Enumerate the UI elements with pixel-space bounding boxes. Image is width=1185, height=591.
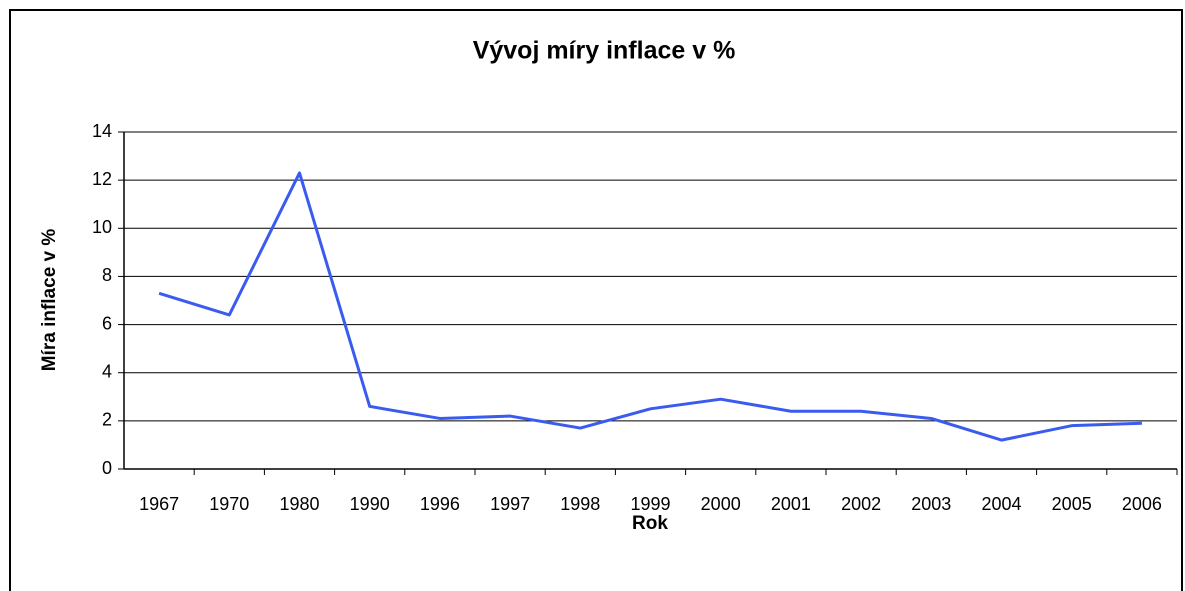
y-tick-label: 10 xyxy=(92,217,112,237)
x-tick-label: 1970 xyxy=(209,494,249,514)
y-tick-label: 8 xyxy=(102,265,112,285)
x-tick-label: 1997 xyxy=(490,494,530,514)
x-tick-label: 2005 xyxy=(1052,494,1092,514)
x-tick-label: 2001 xyxy=(771,494,811,514)
chart-title: Vývoj míry inflace v % xyxy=(473,37,736,65)
x-tick-label: 2003 xyxy=(911,494,951,514)
x-tick-label: 2006 xyxy=(1122,494,1162,514)
chart-frame xyxy=(9,9,1183,591)
x-tick-label: 1980 xyxy=(279,494,319,514)
x-tick-label: 1999 xyxy=(630,494,670,514)
y-tick-label: 12 xyxy=(92,169,112,189)
x-tick-label: 2000 xyxy=(701,494,741,514)
x-tick-label: 1996 xyxy=(420,494,460,514)
x-tick-label: 2002 xyxy=(841,494,881,514)
y-axis-title: Míra inflace v % xyxy=(39,229,60,372)
y-tick-label: 14 xyxy=(92,121,112,141)
data-line xyxy=(158,171,1142,442)
y-tick-label: 0 xyxy=(102,458,112,478)
x-tick-label: 1990 xyxy=(350,494,390,514)
y-tick-label: 6 xyxy=(102,313,112,333)
y-tick-label: 2 xyxy=(102,410,112,430)
x-tick-label: 2004 xyxy=(981,494,1021,514)
x-axis-title: Rok xyxy=(632,513,668,534)
x-tick-label: 1998 xyxy=(560,494,600,514)
x-tick-label: 1967 xyxy=(139,494,179,514)
y-tick-label: 4 xyxy=(102,361,112,381)
